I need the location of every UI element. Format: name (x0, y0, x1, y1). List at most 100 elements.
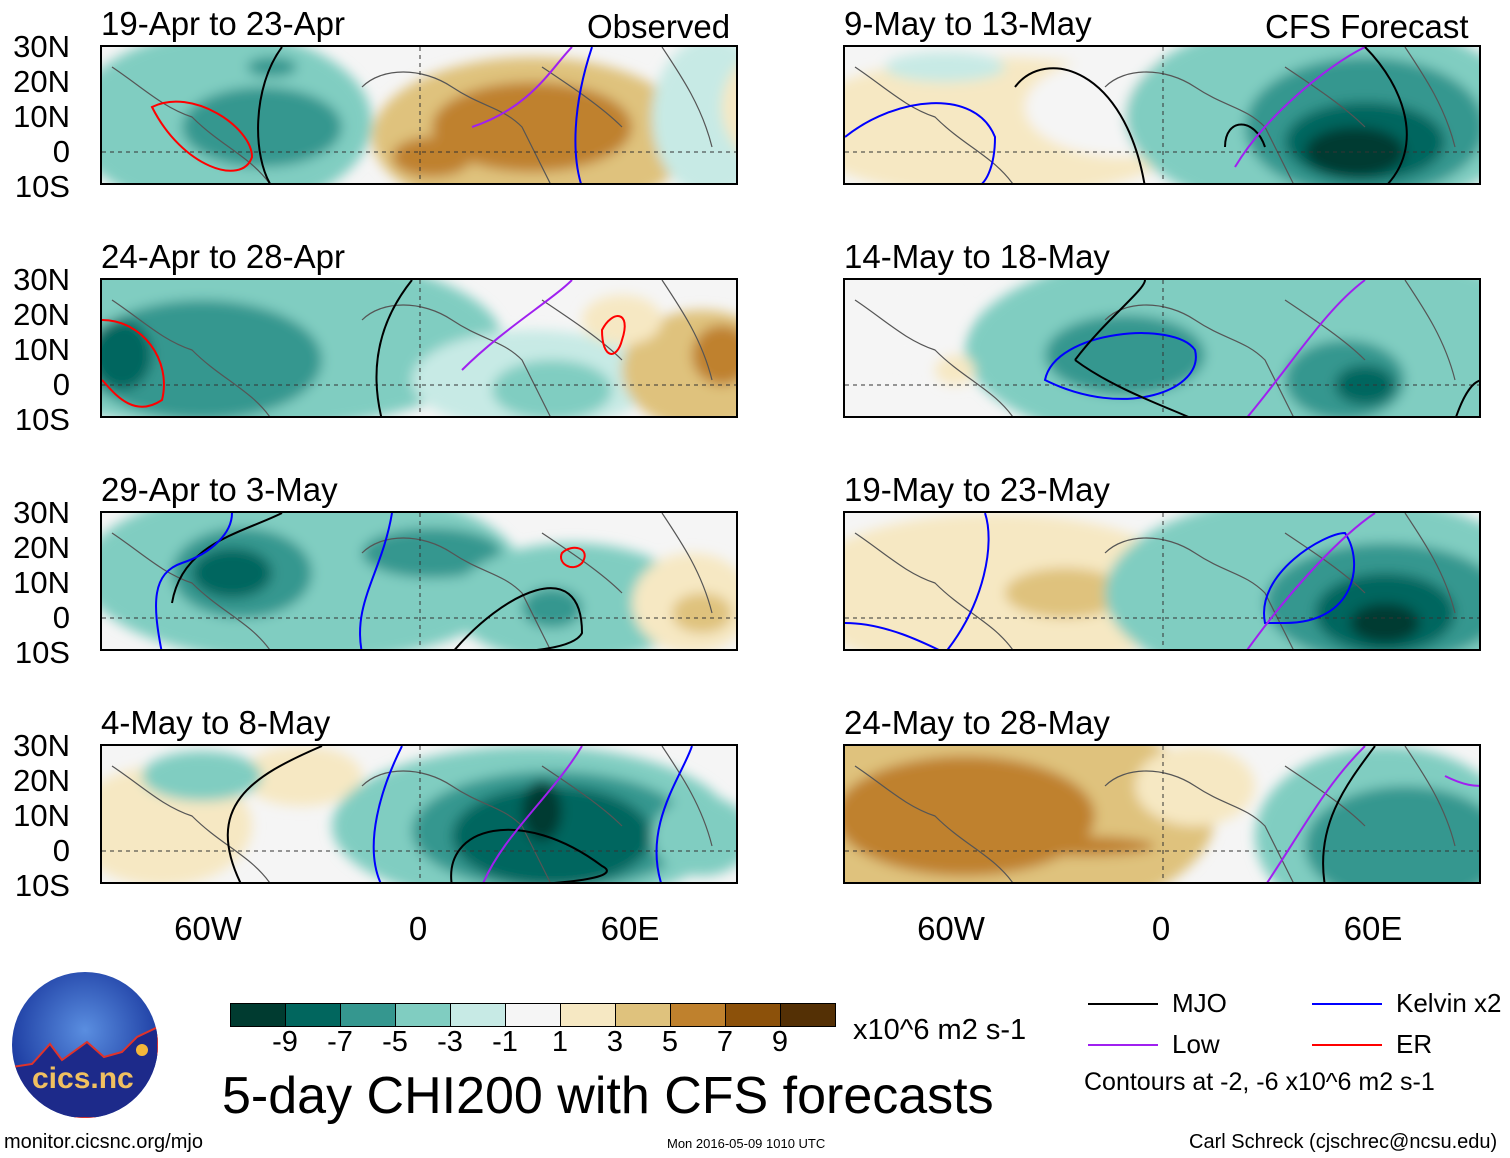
observed-header: Observed (587, 8, 731, 45)
latitude-label: 20N (13, 64, 70, 99)
map-panel (843, 45, 1481, 185)
colorbar-tick-label: 3 (606, 1026, 624, 1058)
contour-line (482, 746, 583, 882)
coastline (854, 746, 1456, 882)
contour-line (1074, 280, 1189, 416)
contour-line (461, 280, 573, 371)
colorbar-swatch (781, 1004, 835, 1026)
contour-line (359, 513, 393, 649)
legend-label: ER (1396, 1029, 1433, 1059)
coastline (111, 746, 713, 882)
anomaly-shading (995, 836, 1155, 856)
legend-line-swatch (1312, 1003, 1382, 1005)
coastline (854, 47, 1456, 183)
contour-line (1014, 67, 1146, 183)
latitude-label: 30N (13, 728, 70, 763)
colorbar-tick-label: 7 (716, 1026, 734, 1058)
legend-label: Low (1172, 1029, 1220, 1059)
anomaly-shading (392, 137, 472, 177)
mountain-icon (12, 1025, 158, 1118)
colorbar-swatch (726, 1004, 781, 1026)
anomaly-shading (652, 796, 736, 876)
contour-line (1246, 280, 1366, 416)
colorbar-swatch (286, 1004, 341, 1026)
longitude-label: 0 (1151, 910, 1171, 947)
legend-label: MJO (1172, 988, 1227, 1018)
contour-line (1266, 746, 1366, 882)
legend-label: Kelvin x2 (1396, 988, 1502, 1018)
colorbar-swatch (616, 1004, 671, 1026)
contour-line (155, 513, 233, 649)
anomaly-shading (102, 320, 152, 390)
contour-line (946, 513, 990, 649)
map-panel (100, 744, 738, 884)
latitude-label: 30N (13, 495, 70, 530)
longitude-label: 60E (600, 910, 660, 947)
contour-line (1246, 513, 1376, 649)
anomaly-shading (247, 57, 297, 77)
latitude-label: 0 (52, 600, 70, 635)
latitude-label: 0 (52, 833, 70, 868)
contour-line (375, 280, 413, 416)
contour-line (257, 47, 283, 183)
map-panel (100, 511, 738, 651)
anomaly-shading (692, 325, 736, 385)
anomaly-shading (142, 751, 262, 801)
footer-timestamp: Mon 2016-05-09 1010 UTC (667, 1136, 826, 1151)
colorbar-tick-label: -9 (272, 1026, 298, 1058)
anomaly-shading (522, 588, 582, 628)
map-panel (843, 744, 1481, 884)
panel-title: 24-May to 28-May (844, 704, 1110, 741)
legend-note: Contours at -2, -6 x10^6 m2 s-1 (1084, 1068, 1435, 1096)
latitude-label: 10N (13, 798, 70, 833)
footer-url[interactable]: monitor.cicsnc.org/mjo (4, 1131, 203, 1153)
contour-line (150, 100, 254, 172)
anomaly-shading (1305, 786, 1479, 882)
colorbar-units: x10^6 m2 s-1 (853, 1014, 1027, 1046)
anomaly-shading (722, 67, 736, 147)
colorbar-tick-label: -7 (327, 1026, 353, 1058)
anomaly-shading (845, 756, 1095, 876)
contour-line (574, 47, 593, 183)
contour-line (372, 746, 403, 882)
panel-title: 24-Apr to 28-Apr (101, 238, 345, 275)
contour-line (1444, 775, 1479, 787)
anomaly-shading (102, 300, 322, 416)
colorbar-swatch (396, 1004, 451, 1026)
contour-line (560, 546, 586, 569)
logo-text: cics.nc (32, 1062, 134, 1095)
latitude-label: 30N (13, 29, 70, 64)
colorbar-swatch (231, 1004, 286, 1026)
cics-logo: cics.nc (12, 972, 158, 1118)
contour-line (1322, 746, 1376, 882)
map-panel (843, 511, 1481, 651)
contour-line (226, 746, 323, 882)
legend-line-swatch (1312, 1044, 1382, 1046)
anomaly-shading (522, 781, 562, 841)
anomaly-shading (182, 87, 342, 167)
panel-title: 14-May to 18-May (844, 238, 1110, 275)
coastline (854, 280, 1456, 416)
anomaly-shading (845, 280, 965, 360)
contour-line (454, 587, 584, 649)
legend-line-swatch (1088, 1044, 1158, 1046)
contour-line (450, 828, 608, 882)
contour-line (1043, 332, 1197, 400)
anomaly-shading (492, 360, 612, 416)
anomaly-shading (1350, 603, 1420, 643)
contour-line (471, 47, 573, 128)
longitude-label: 60W (917, 910, 985, 947)
colorbar-tick-label: -3 (437, 1026, 463, 1058)
latitude-label: 10S (14, 635, 70, 670)
anomaly-shading (965, 280, 1479, 416)
latitude-label: 20N (13, 297, 70, 332)
coastline (111, 280, 713, 416)
longitude-label: 0 (408, 910, 428, 947)
contour-line (845, 102, 997, 183)
latitude-label: 0 (52, 134, 70, 169)
legend-line-swatch (1088, 1003, 1158, 1005)
panel-title: 9-May to 13-May (844, 5, 1092, 42)
longitude-label: 60W (174, 910, 242, 947)
coastline (111, 513, 713, 649)
colorbar-tick-label: -5 (382, 1026, 408, 1058)
